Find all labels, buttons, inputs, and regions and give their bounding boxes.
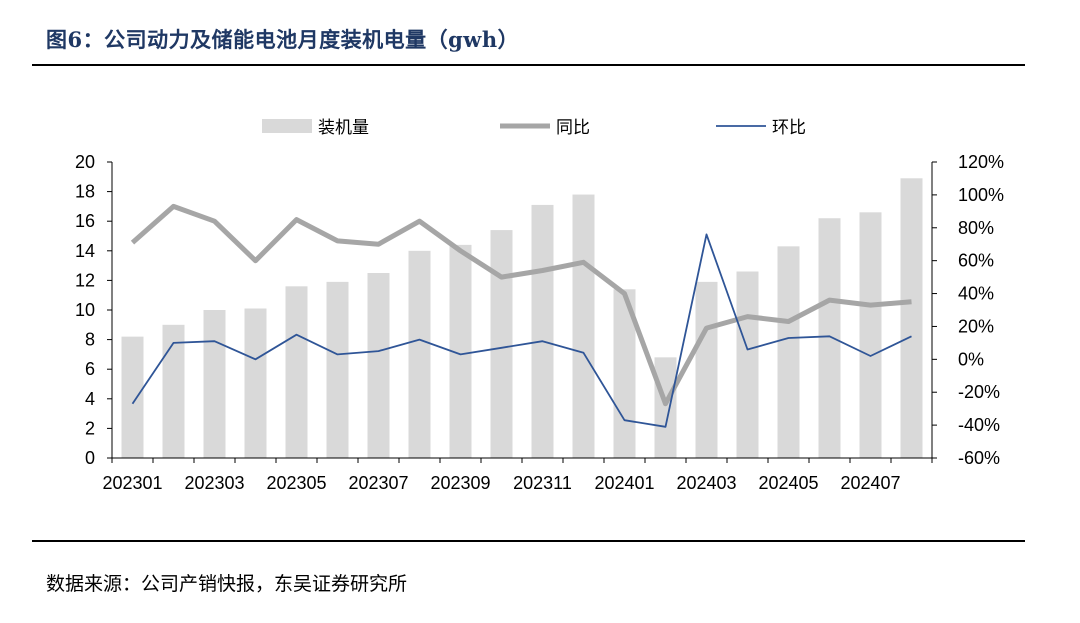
source-note: 数据来源：公司产销快报，东吴证券研究所 [46, 573, 408, 595]
bar-202302 [162, 324, 185, 458]
left-tick-label: 0 [85, 448, 95, 468]
x-tick-label: 202303 [184, 473, 244, 493]
right-tick-label: 60% [958, 251, 994, 271]
left-tick-label: 2 [85, 418, 95, 438]
x-tick-label: 202403 [676, 473, 736, 493]
left-tick-label: 20 [75, 152, 95, 172]
legend-swatch-installed [262, 119, 312, 133]
chart-title: 图6：公司动力及储能电池月度装机电量（gwh） [46, 27, 520, 52]
right-tick-label: 40% [958, 284, 994, 304]
left-tick-label: 10 [75, 300, 95, 320]
left-tick-label: 6 [85, 359, 95, 379]
left-tick-label: 4 [85, 389, 95, 409]
x-tick-label: 202401 [594, 473, 654, 493]
line-series-mom [131, 233, 912, 428]
right-tick-label: 20% [958, 316, 994, 336]
right-tick-label: 0% [958, 349, 984, 369]
right-tick-label: -40% [958, 415, 1000, 435]
line-series-yoy [130, 203, 912, 407]
bar-202404 [736, 271, 759, 458]
bar-202401 [613, 289, 636, 458]
legend: 装机量 同比 环比 [262, 118, 806, 138]
left-tick-label: 18 [75, 182, 95, 202]
legend-label-yoy: 同比 [556, 118, 590, 138]
x-tick-label: 202311 [513, 473, 572, 493]
x-tick-label: 202301 [102, 473, 162, 493]
axes [107, 161, 937, 463]
tick-labels: 0 2 4 6 8 10 12 14 16 18 20 -60% -40% -20% 0% 20% 40% 60%… [75, 152, 1004, 493]
bar-202310 [490, 230, 513, 458]
legend-label-mom: 环比 [772, 118, 806, 138]
right-tick-label: 120% [958, 152, 1004, 172]
x-tick-label: 202305 [266, 473, 326, 493]
right-tick-label: 80% [958, 218, 994, 238]
x-tick-label: 202405 [758, 473, 818, 493]
bar-202405 [777, 246, 800, 458]
bar-202301 [121, 336, 144, 458]
left-tick-label: 8 [85, 330, 95, 350]
bar-202304 [244, 308, 267, 458]
top-divider [32, 64, 1025, 66]
legend-label-installed: 装机量 [318, 118, 369, 138]
x-tick-label: 202307 [348, 473, 408, 493]
bar-202406 [818, 218, 841, 458]
bar-series-installed [121, 178, 923, 458]
bar-202309 [449, 244, 472, 458]
bar-202407 [859, 212, 882, 458]
bar-202408 [900, 178, 923, 458]
left-tick-label: 14 [75, 241, 95, 261]
bar-202303 [203, 310, 226, 458]
bar-202305 [285, 286, 308, 458]
bottom-divider [32, 540, 1025, 542]
line-series [130, 203, 912, 428]
bar-202306 [326, 281, 349, 458]
bar-202307 [367, 273, 390, 458]
x-tick-label: 202309 [430, 473, 490, 493]
right-tick-label: 100% [958, 185, 1004, 205]
left-tick-label: 16 [75, 211, 95, 231]
bar-202311 [531, 204, 554, 458]
left-tick-label: 12 [75, 270, 95, 290]
bar-202403 [695, 281, 718, 458]
bar-202312 [572, 194, 595, 458]
right-tick-label: -20% [958, 382, 1000, 402]
x-tick-label: 202407 [840, 473, 900, 493]
bar-202308 [408, 250, 431, 458]
bar-202402 [654, 357, 677, 458]
right-tick-label: -60% [958, 448, 1000, 468]
